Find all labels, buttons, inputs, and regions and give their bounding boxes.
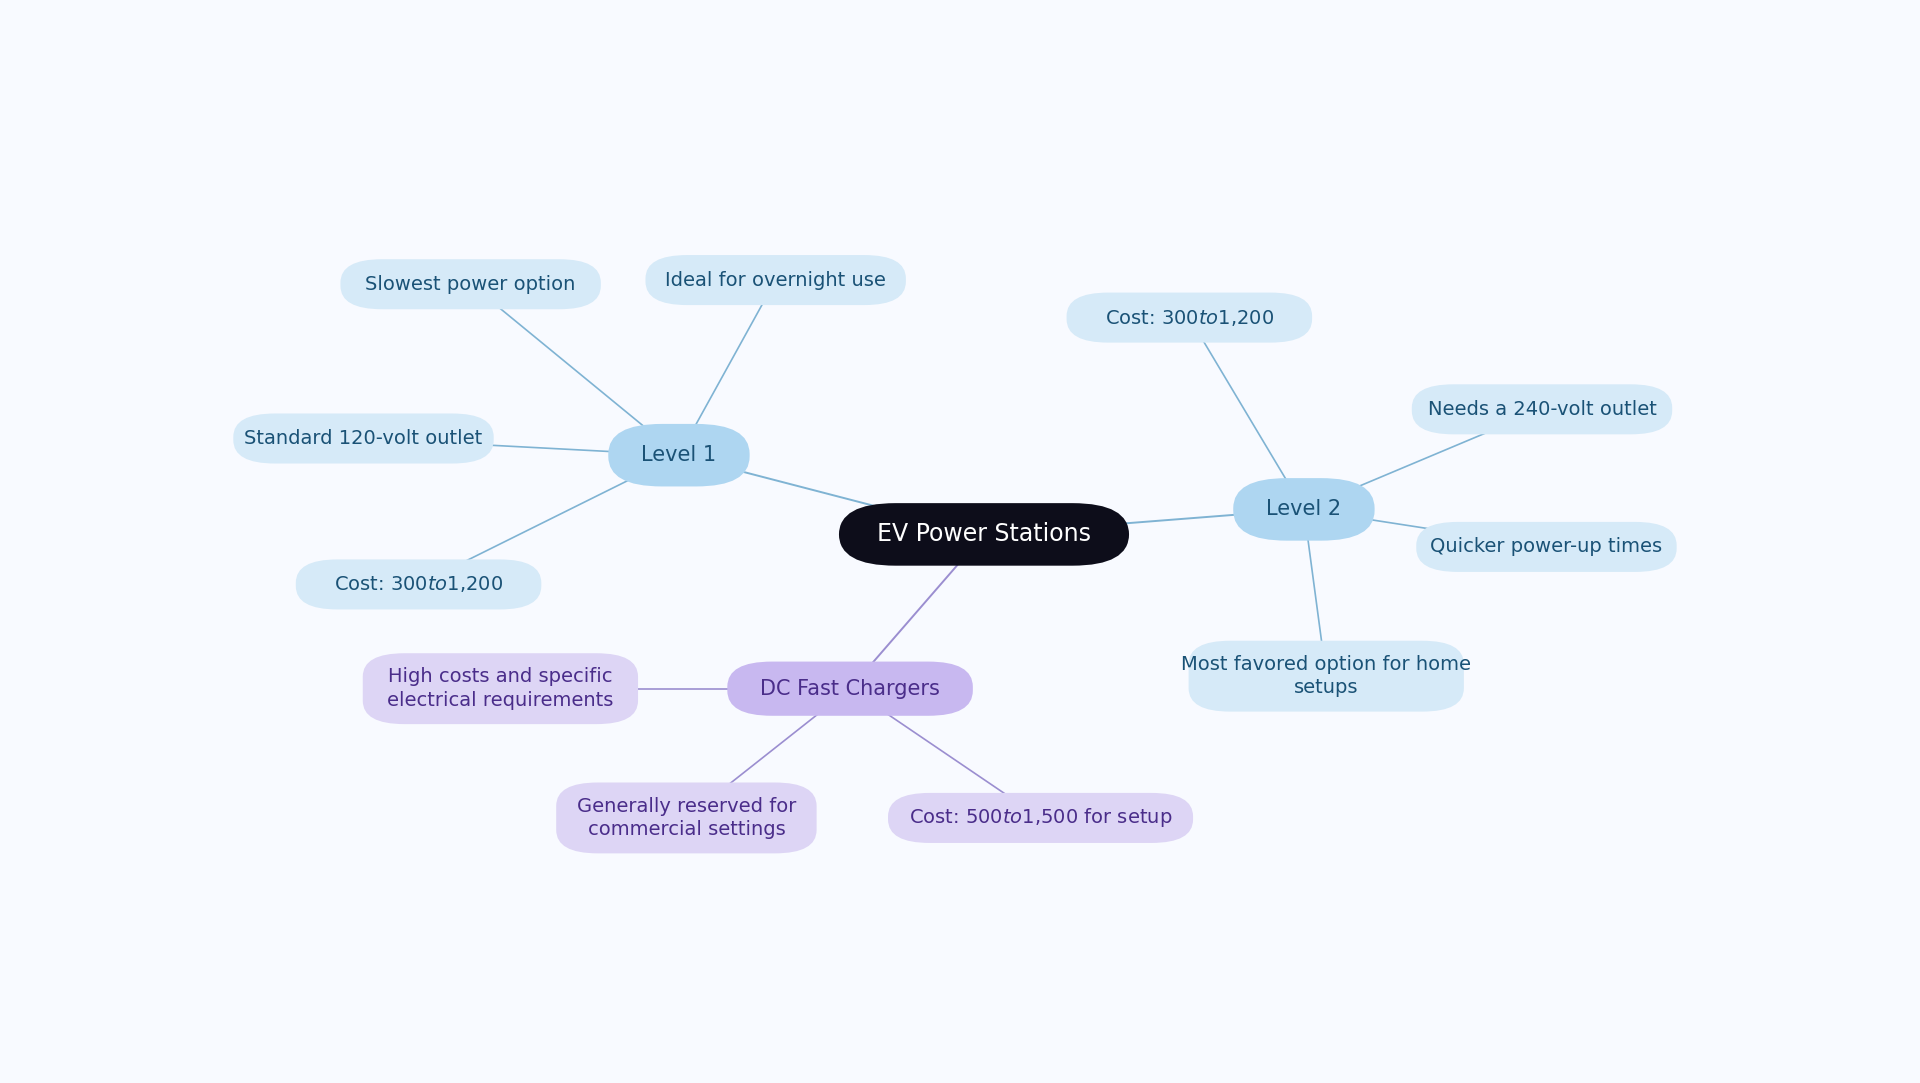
FancyBboxPatch shape: [363, 653, 637, 725]
FancyBboxPatch shape: [839, 504, 1129, 565]
Text: Generally reserved for
commercial settings: Generally reserved for commercial settin…: [576, 797, 797, 839]
FancyBboxPatch shape: [1411, 384, 1672, 434]
FancyBboxPatch shape: [728, 662, 973, 716]
Text: Level 2: Level 2: [1267, 499, 1342, 520]
Text: Slowest power option: Slowest power option: [365, 275, 576, 293]
Text: Quicker power-up times: Quicker power-up times: [1430, 537, 1663, 557]
FancyBboxPatch shape: [889, 793, 1192, 843]
Text: High costs and specific
electrical requirements: High costs and specific electrical requi…: [388, 667, 614, 710]
FancyBboxPatch shape: [1188, 641, 1463, 712]
FancyBboxPatch shape: [1068, 292, 1311, 342]
Text: Cost: $300 to $1,200: Cost: $300 to $1,200: [334, 574, 503, 595]
FancyBboxPatch shape: [234, 414, 493, 464]
FancyBboxPatch shape: [557, 783, 816, 853]
Text: EV Power Stations: EV Power Stations: [877, 522, 1091, 547]
FancyBboxPatch shape: [340, 259, 601, 310]
FancyBboxPatch shape: [1417, 522, 1676, 572]
Text: Most favored option for home
setups: Most favored option for home setups: [1181, 655, 1471, 697]
FancyBboxPatch shape: [1233, 478, 1375, 540]
Text: Cost: $300 to $1,200: Cost: $300 to $1,200: [1104, 308, 1275, 327]
Text: Standard 120-volt outlet: Standard 120-volt outlet: [244, 429, 482, 448]
Text: Needs a 240-volt outlet: Needs a 240-volt outlet: [1428, 400, 1657, 419]
Text: Ideal for overnight use: Ideal for overnight use: [664, 271, 887, 289]
Text: Level 1: Level 1: [641, 445, 716, 466]
Text: DC Fast Chargers: DC Fast Chargers: [760, 679, 941, 699]
FancyBboxPatch shape: [609, 423, 749, 486]
FancyBboxPatch shape: [296, 560, 541, 610]
Text: Cost: $500 to $1,500 for setup: Cost: $500 to $1,500 for setup: [908, 807, 1173, 830]
FancyBboxPatch shape: [645, 256, 906, 305]
